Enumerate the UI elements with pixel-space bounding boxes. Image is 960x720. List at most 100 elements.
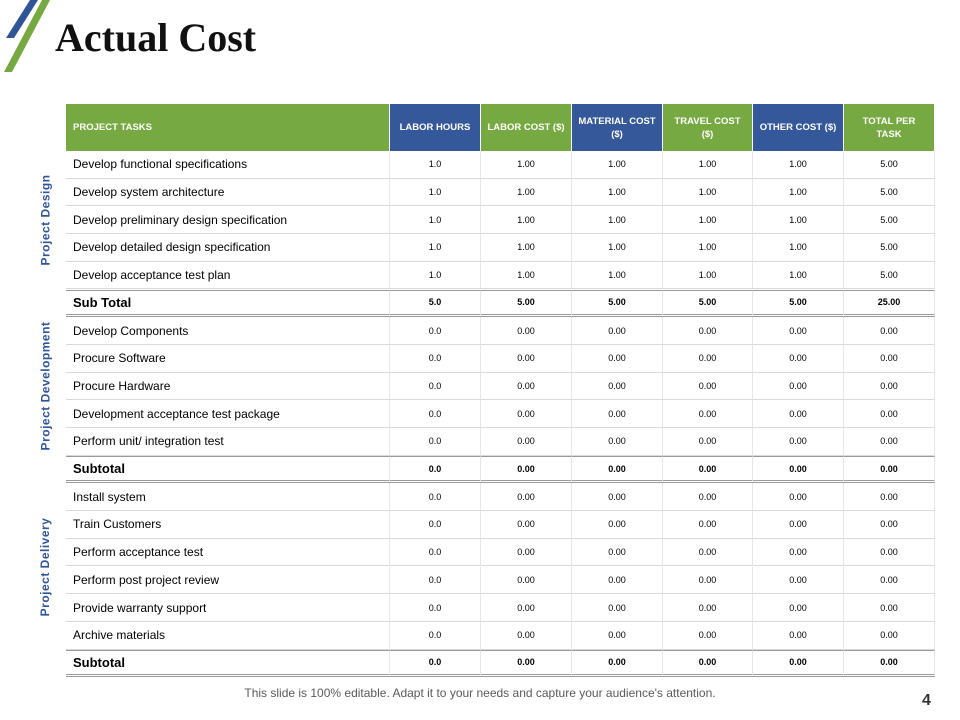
subtotal-cell: 0.00 — [663, 649, 753, 678]
table-cell: 0.00 — [481, 428, 572, 456]
table-cell: 0.00 — [844, 372, 935, 401]
table-cell: 0.0 — [390, 538, 481, 567]
column-header: TOTAL PER TASK — [844, 104, 935, 151]
table-cell: 1.00 — [481, 206, 572, 235]
table-cell: 1.00 — [572, 206, 663, 235]
table-cell: 5.00 — [844, 151, 935, 179]
table-cell: 1.00 — [663, 206, 753, 235]
table-cell: 0.0 — [390, 566, 481, 595]
table-cell: 1.0 — [390, 206, 481, 235]
table-cell: 0.00 — [844, 428, 935, 456]
table-cell: 1.00 — [572, 178, 663, 207]
subtotal-cell: 5.0 — [390, 289, 481, 318]
table-cell: 0.00 — [481, 317, 572, 345]
table-cell: 1.00 — [572, 234, 663, 262]
table-cell: 0.00 — [663, 372, 753, 401]
table-cell: 0.00 — [572, 511, 663, 539]
table-cell: Provide warranty support — [66, 594, 390, 622]
table-cell: 1.0 — [390, 178, 481, 207]
subtotal-cell: Subtotal — [66, 649, 390, 678]
table-cell: 0.0 — [390, 428, 481, 456]
logo — [4, 0, 50, 72]
table-cell: 0.00 — [572, 621, 663, 650]
subtotal-cell: 0.00 — [844, 455, 935, 484]
table-cell: Develop system architecture — [66, 178, 390, 207]
table-cell: 0.0 — [390, 511, 481, 539]
table-cell: 0.00 — [572, 317, 663, 345]
table-cell: 0.00 — [753, 483, 844, 512]
table-cell: Develop detailed design specification — [66, 234, 390, 262]
table-cell: 0.00 — [753, 317, 844, 345]
column-header: TRAVEL COST ($) — [663, 104, 753, 151]
table-cell: 5.00 — [844, 206, 935, 235]
table-cell: 0.00 — [481, 621, 572, 650]
table-cell: Perform unit/ integration test — [66, 428, 390, 456]
table-cell: 0.00 — [844, 511, 935, 539]
table-cell: Perform acceptance test — [66, 538, 390, 567]
table-cell: 0.0 — [390, 594, 481, 622]
column-header: LABOR COST ($) — [481, 104, 572, 151]
table-cell: 0.00 — [753, 428, 844, 456]
subtotal-cell: 0.0 — [390, 649, 481, 678]
subtotal-cell: 0.00 — [753, 455, 844, 484]
table-cell: 0.00 — [481, 511, 572, 539]
table-cell: 1.0 — [390, 234, 481, 262]
table-cell: 0.00 — [481, 594, 572, 622]
table-cell: 0.0 — [390, 483, 481, 512]
subtotal-cell: 0.00 — [572, 649, 663, 678]
table-cell: 0.00 — [844, 566, 935, 595]
table-cell: 5.00 — [844, 234, 935, 262]
subtotal-cell: 0.00 — [753, 649, 844, 678]
subtotal-cell: 25.00 — [844, 289, 935, 318]
table-cell: 0.00 — [663, 483, 753, 512]
column-header: PROJECT TASKS — [66, 104, 390, 151]
table-cell: 0.00 — [572, 344, 663, 373]
table-cell: 0.00 — [481, 372, 572, 401]
table-cell: 0.00 — [572, 372, 663, 401]
table-cell: 0.00 — [844, 344, 935, 373]
table-cell: 0.00 — [572, 400, 663, 428]
table-cell: 0.00 — [663, 594, 753, 622]
subtotal-cell: 0.00 — [844, 649, 935, 678]
table-cell: 1.00 — [481, 151, 572, 179]
table-cell: 1.00 — [753, 151, 844, 179]
table-cell: 1.0 — [390, 151, 481, 179]
table-cell: 0.00 — [663, 538, 753, 567]
table-cell: 0.00 — [481, 344, 572, 373]
table-cell: 1.0 — [390, 261, 481, 290]
table-cell: Procure Hardware — [66, 372, 390, 401]
subtotal-cell: 0.00 — [481, 455, 572, 484]
table-cell: 0.00 — [753, 566, 844, 595]
table-cell: Develop Components — [66, 317, 390, 345]
table-cell: 0.00 — [663, 344, 753, 373]
table-cell: 5.00 — [844, 178, 935, 207]
subtotal-cell: 0.00 — [663, 455, 753, 484]
table-cell: 0.00 — [753, 372, 844, 401]
page-number: 4 — [922, 692, 931, 709]
table-cell: Archive materials — [66, 621, 390, 650]
table-cell: 0.0 — [390, 372, 481, 401]
table-cell: 0.00 — [572, 594, 663, 622]
table-cell: 0.00 — [572, 428, 663, 456]
subtotal-cell: Subtotal — [66, 455, 390, 484]
table-cell: 1.00 — [753, 206, 844, 235]
table-cell: 1.00 — [663, 261, 753, 290]
table-cell: 0.00 — [844, 538, 935, 567]
table-cell: 0.00 — [663, 566, 753, 595]
table-cell: 0.00 — [844, 483, 935, 512]
table-cell: Install system — [66, 483, 390, 512]
table-cell: Develop functional specifications — [66, 151, 390, 179]
group-label: Project Delivery — [38, 517, 52, 616]
table-cell: 0.00 — [481, 400, 572, 428]
table-cell: 1.00 — [572, 151, 663, 179]
table-cell: 0.00 — [753, 594, 844, 622]
table-cell: 0.00 — [572, 483, 663, 512]
table-cell: 0.00 — [753, 621, 844, 650]
table-cell: 0.0 — [390, 317, 481, 345]
table-cell: 1.00 — [753, 234, 844, 262]
table-cell: 1.00 — [572, 261, 663, 290]
table-cell: 1.00 — [481, 178, 572, 207]
table-cell: 0.00 — [663, 400, 753, 428]
table-cell: 0.0 — [390, 400, 481, 428]
table-cell: 0.00 — [481, 538, 572, 567]
